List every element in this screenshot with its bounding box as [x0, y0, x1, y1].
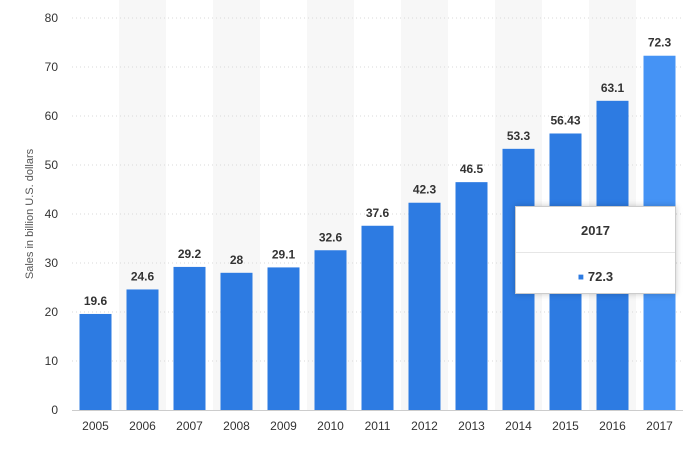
bar[interactable]: [220, 272, 253, 410]
bar[interactable]: [79, 313, 112, 410]
data-label: 29.2: [178, 247, 202, 261]
y-tick-label: 50: [45, 158, 59, 172]
data-label: 28: [230, 253, 244, 267]
data-label: 37.6: [366, 206, 390, 220]
x-tick-label: 2007: [176, 419, 203, 433]
data-label: 24.6: [131, 269, 155, 283]
y-tick-label: 20: [45, 305, 59, 319]
x-tick-label: 2014: [505, 419, 532, 433]
data-label: 32.6: [319, 230, 343, 244]
x-tick-label: 2008: [223, 419, 250, 433]
tooltip-divider: [516, 252, 675, 253]
data-label: 19.6: [84, 294, 108, 308]
x-tick-label: 2006: [129, 419, 156, 433]
y-axis-ticks: 0 10 20 30 40 50 60 70 80: [45, 11, 59, 417]
x-tick-label: 2012: [411, 419, 438, 433]
x-tick-label: 2017: [646, 419, 673, 433]
tooltip-value-row: ■ 72.3: [516, 269, 675, 284]
x-tick-label: 2009: [270, 419, 297, 433]
bar[interactable]: [361, 225, 394, 410]
x-axis-ticks: 2005 2006 2007 2008 2009 2010 2011 2012 2013 2014…: [82, 419, 673, 433]
data-label: 42.3: [413, 183, 437, 197]
x-tick-label: 2010: [317, 419, 344, 433]
y-tick-label: 30: [45, 256, 59, 270]
y-axis-label: Sales in billion U.S. dollars: [24, 148, 36, 279]
square-bullet-icon: ■: [577, 272, 584, 283]
bar[interactable]: [126, 289, 159, 410]
y-tick-label: 10: [45, 354, 59, 368]
y-tick-label: 70: [45, 60, 59, 74]
x-tick-label: 2016: [599, 419, 626, 433]
y-tick-label: 80: [45, 11, 59, 25]
y-tick-label: 0: [51, 403, 58, 417]
bar[interactable]: [455, 182, 488, 410]
bar[interactable]: [173, 266, 206, 410]
data-label: 53.3: [507, 129, 531, 143]
x-tick-label: 2015: [552, 419, 579, 433]
data-label: 56.43: [550, 113, 580, 127]
tooltip-value: 72.3: [587, 269, 614, 284]
data-labels: 19.6 24.6 29.2 28 29.1 32.6 37.6 42.3 46.5 53.3 56…: [84, 36, 672, 308]
data-label: 29.1: [272, 247, 296, 261]
bar[interactable]: [267, 267, 300, 410]
bar[interactable]: [314, 250, 347, 410]
tooltip-title: 2017: [581, 223, 610, 238]
hover-tooltip: 2017 ■ 72.3: [515, 206, 676, 294]
x-tick-label: 2013: [458, 419, 485, 433]
x-tick-label: 2011: [365, 419, 391, 433]
x-tick-label: 2005: [82, 419, 109, 433]
y-tick-label: 60: [45, 109, 59, 123]
data-label: 72.3: [648, 36, 672, 50]
bar[interactable]: [408, 202, 441, 410]
bars: [79, 55, 676, 411]
data-label: 63.1: [601, 81, 625, 95]
data-label: 46.5: [460, 162, 484, 176]
y-tick-label: 40: [45, 207, 59, 221]
